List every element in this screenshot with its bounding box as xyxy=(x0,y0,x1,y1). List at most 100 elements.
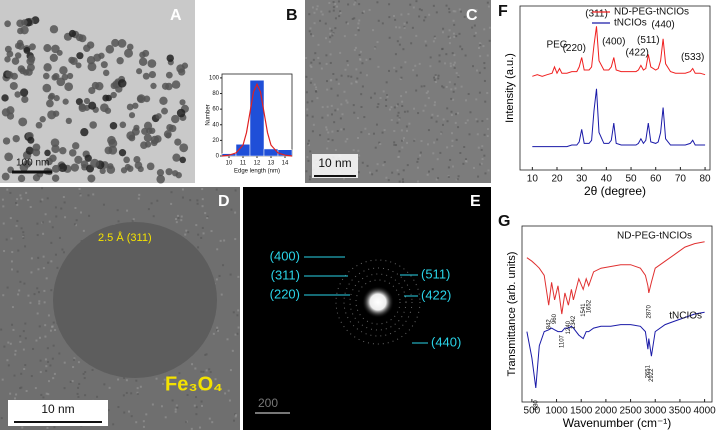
grain xyxy=(319,134,322,137)
grain xyxy=(395,144,398,147)
x-axis-label: Wavenumber (cm⁻¹) xyxy=(563,416,672,430)
grain xyxy=(486,91,489,94)
grain xyxy=(178,372,181,375)
grain xyxy=(44,335,47,338)
grain xyxy=(46,426,49,429)
annotation: 580 xyxy=(533,400,539,411)
grain xyxy=(436,158,439,161)
x-tick-label: 500 xyxy=(524,406,541,417)
particle xyxy=(179,99,186,106)
grain xyxy=(309,175,312,178)
grain xyxy=(36,234,39,237)
grain xyxy=(199,426,202,429)
grain xyxy=(483,28,486,31)
particle xyxy=(75,62,82,69)
plot-frame xyxy=(519,5,711,171)
grain xyxy=(73,223,76,226)
grain xyxy=(446,120,449,123)
grain xyxy=(427,129,430,132)
grain xyxy=(442,27,445,30)
annotation: (511) xyxy=(637,35,660,46)
grain xyxy=(50,260,53,263)
grain xyxy=(435,11,438,14)
grain xyxy=(488,39,491,42)
grain xyxy=(49,329,52,332)
grain xyxy=(184,233,187,236)
grain xyxy=(43,289,46,292)
y-tick-label: 40 xyxy=(212,122,219,128)
grain xyxy=(487,169,490,172)
grain xyxy=(482,45,485,48)
grain xyxy=(429,56,432,59)
grain xyxy=(356,117,359,120)
grain xyxy=(353,111,356,114)
grain xyxy=(315,86,318,89)
grain xyxy=(234,333,237,336)
grain xyxy=(412,69,415,72)
grain xyxy=(433,141,436,144)
grain xyxy=(307,139,310,142)
particle xyxy=(1,94,9,102)
series-line xyxy=(526,241,705,315)
grain xyxy=(398,26,401,29)
grain xyxy=(387,179,390,182)
grain xyxy=(116,209,119,212)
particle xyxy=(87,174,96,183)
grain xyxy=(450,110,453,113)
grain xyxy=(38,300,41,303)
annotation: 2.5 Å (311) xyxy=(98,231,152,244)
grain xyxy=(477,47,480,50)
grain xyxy=(372,132,375,135)
grain xyxy=(357,136,360,139)
grain xyxy=(342,128,345,131)
grain xyxy=(332,73,335,76)
grain xyxy=(368,171,371,174)
particles xyxy=(1,16,189,184)
grain xyxy=(376,41,379,44)
grain xyxy=(50,289,53,292)
grain xyxy=(308,178,311,181)
grain xyxy=(202,232,205,235)
grain xyxy=(38,302,41,305)
particle xyxy=(2,137,11,145)
particle xyxy=(49,154,57,162)
particle xyxy=(171,80,181,89)
x-tick-label: 14 xyxy=(282,161,289,167)
y-tick-label: 0 xyxy=(216,154,220,160)
particle xyxy=(14,91,21,98)
grain xyxy=(396,169,399,172)
grain xyxy=(39,359,42,362)
grain xyxy=(32,347,35,350)
grain xyxy=(347,64,350,67)
grain xyxy=(314,52,317,55)
grain xyxy=(37,256,40,259)
annotation: (422) xyxy=(626,47,649,58)
grain xyxy=(79,211,82,214)
grain xyxy=(306,156,309,159)
grain xyxy=(84,394,87,397)
grain xyxy=(87,194,90,197)
grain xyxy=(328,40,331,43)
grain xyxy=(376,163,379,166)
particle xyxy=(14,42,22,49)
x-tick-label: 10 xyxy=(226,161,233,167)
grain xyxy=(448,29,451,32)
grain xyxy=(217,329,220,332)
x-axis-label: 2θ (degree) xyxy=(584,184,646,198)
grain xyxy=(325,62,328,65)
particle xyxy=(111,38,120,47)
grain xyxy=(442,86,445,89)
grain xyxy=(175,221,178,224)
grain xyxy=(208,368,211,371)
grain xyxy=(365,58,368,61)
grain xyxy=(145,413,148,416)
grain xyxy=(431,113,434,116)
grain xyxy=(14,349,17,352)
grain xyxy=(7,341,10,344)
grain xyxy=(455,35,458,38)
grain xyxy=(9,217,12,220)
grain xyxy=(458,8,461,11)
grain xyxy=(336,130,339,133)
grain xyxy=(344,68,347,71)
particle xyxy=(59,147,67,155)
